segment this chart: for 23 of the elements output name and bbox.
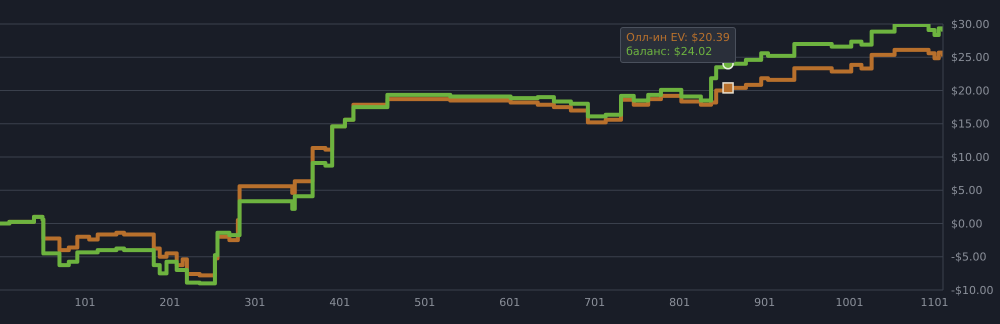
y-tick-label: -$10.00: [951, 284, 994, 297]
y-tick-label: $30.00: [951, 18, 990, 31]
annotation: Олл-ин EV: $20.39: [626, 30, 730, 45]
x-tick-label: 101: [74, 296, 96, 309]
x-tick-label: 901: [754, 296, 776, 309]
x-tick-label: 801: [669, 296, 690, 309]
y-tick-label: -$5.00: [951, 250, 986, 264]
y-tick-label: $25.00: [951, 51, 990, 64]
x-tick-label: 301: [244, 296, 266, 309]
x-tick-label: 601: [499, 296, 520, 309]
x-tick-label: 401: [329, 296, 350, 309]
y-tick-label: $10.00: [951, 150, 990, 164]
x-tick-label: 1101: [920, 296, 949, 309]
x-tick-label: 501: [414, 296, 436, 309]
x-tick-label: 701: [584, 296, 606, 309]
y-tick-label: $20.00: [951, 84, 990, 98]
y-tick-label: $5.00: [951, 184, 982, 198]
y-tick-label: $0.00: [951, 217, 982, 230]
x-tick-label: 201: [159, 296, 180, 309]
y-tick-label: $15.00: [951, 118, 990, 131]
annotation: баланс: $24.02: [626, 44, 714, 59]
x-tick-label: 1001: [836, 296, 864, 309]
tooltip-box: Олл-ин EV: $20.39 баланс: $24.02: [620, 26, 736, 63]
